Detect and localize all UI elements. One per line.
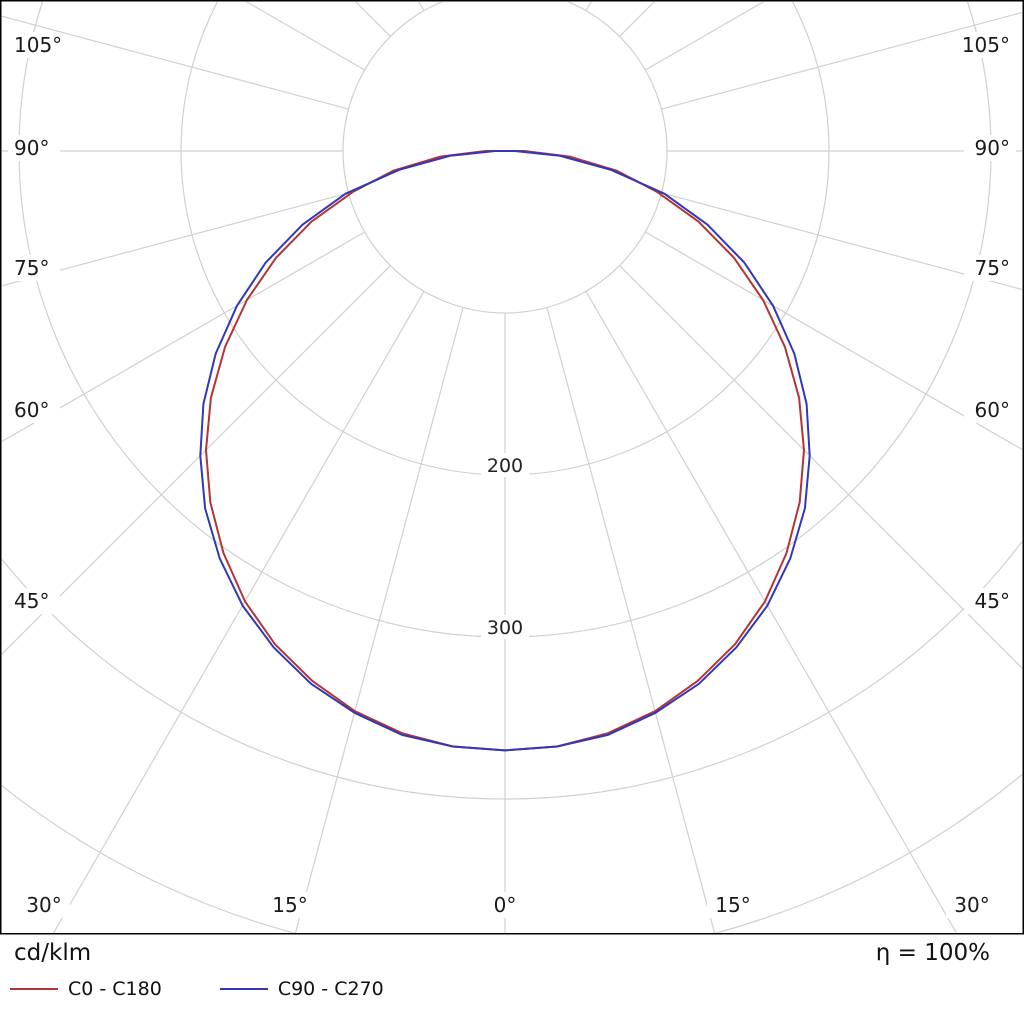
angle-label-bg bbox=[264, 892, 316, 918]
angle-label-right: 105° bbox=[962, 33, 1010, 57]
grid-radial-line bbox=[644, 231, 1022, 451]
angle-label-right: 90° bbox=[975, 136, 1010, 160]
angle-label-bottom: 30° bbox=[26, 893, 61, 917]
grid-radial-line bbox=[619, 265, 1022, 669]
angle-label-bg bbox=[8, 255, 60, 281]
unit-label: cd/klm bbox=[14, 940, 92, 966]
angle-label-left: 75° bbox=[14, 256, 49, 280]
grid-radial-line bbox=[294, 307, 464, 933]
legend-label-c90-c270: C90 - C270 bbox=[277, 978, 384, 1000]
radial-tick-label-bg bbox=[481, 453, 529, 477]
angle-label-right: 60° bbox=[975, 398, 1010, 422]
radial-tick-label: 200 bbox=[487, 455, 523, 477]
radial-tick-label-bg bbox=[481, 615, 529, 639]
plot-frame bbox=[0, 0, 1024, 935]
angle-label-bg bbox=[8, 135, 60, 161]
grid-radial-line bbox=[661, 192, 1022, 291]
efficiency-label: η = 100% bbox=[875, 940, 990, 966]
angle-label-bg bbox=[8, 397, 60, 423]
grid-radial-line bbox=[2, 192, 349, 287]
angle-label-bg bbox=[964, 397, 1016, 423]
angle-label-bg bbox=[964, 135, 1016, 161]
angle-label-bg bbox=[946, 892, 998, 918]
grid-radial-line bbox=[2, 265, 391, 655]
grid-radial-line bbox=[52, 290, 425, 933]
angle-label-bg bbox=[964, 255, 1016, 281]
grid-radial-line bbox=[2, 15, 349, 110]
legend-item-c0-c180: C0 - C180 bbox=[10, 978, 162, 1000]
angle-label-right: 45° bbox=[975, 589, 1010, 613]
angle-label-right: 75° bbox=[975, 256, 1010, 280]
grid-radial-line bbox=[661, 11, 1022, 110]
grid-radial-line bbox=[546, 307, 716, 933]
grid-radial-line bbox=[585, 290, 958, 933]
curve-c90-c270 bbox=[199, 150, 811, 752]
c0-c180-line-swatch bbox=[10, 988, 58, 990]
angle-label-bottom: 30° bbox=[954, 893, 989, 917]
angle-label-left: 105° bbox=[14, 33, 62, 57]
grid-radial-line bbox=[619, 2, 655, 37]
angle-label-bg bbox=[8, 32, 60, 58]
grid-radial-line bbox=[2, 231, 366, 443]
angle-label-left: 60° bbox=[14, 398, 49, 422]
radial-tick-label: 300 bbox=[487, 617, 523, 639]
angle-label-bg bbox=[8, 588, 60, 614]
chart-footer: cd/klm η = 100% C0 - C180 C90 - C270 bbox=[0, 936, 1024, 1015]
legend: C0 - C180 C90 - C270 bbox=[10, 978, 384, 1000]
c90-c270-line-swatch bbox=[219, 988, 268, 990]
angle-label-bg bbox=[18, 892, 70, 918]
angle-label-bg bbox=[964, 588, 1016, 614]
angle-label-bottom: 15° bbox=[715, 893, 750, 917]
legend-item-c90-c270: C90 - C270 bbox=[219, 978, 384, 1000]
angle-label-bg bbox=[707, 892, 759, 918]
legend-label-c0-c180: C0 - C180 bbox=[68, 978, 162, 1000]
grid-radial-line bbox=[418, 2, 425, 12]
grid-circle bbox=[342, 2, 668, 314]
angle-label-left: 45° bbox=[14, 589, 49, 613]
angle-label-bg bbox=[964, 32, 1016, 58]
angle-label-bottom: 15° bbox=[272, 893, 307, 917]
angle-label-left: 90° bbox=[14, 136, 49, 160]
grid-radial-line bbox=[585, 2, 592, 12]
grid-circle bbox=[2, 540, 1022, 800]
polar-photometric-chart: 200 300 105° 90° 75° 60° 45° 105° 90° 75° 60° 45° 30… bbox=[0, 0, 1024, 935]
angle-label-bottom: 0° bbox=[494, 893, 517, 917]
angle-label-bg bbox=[479, 892, 531, 918]
